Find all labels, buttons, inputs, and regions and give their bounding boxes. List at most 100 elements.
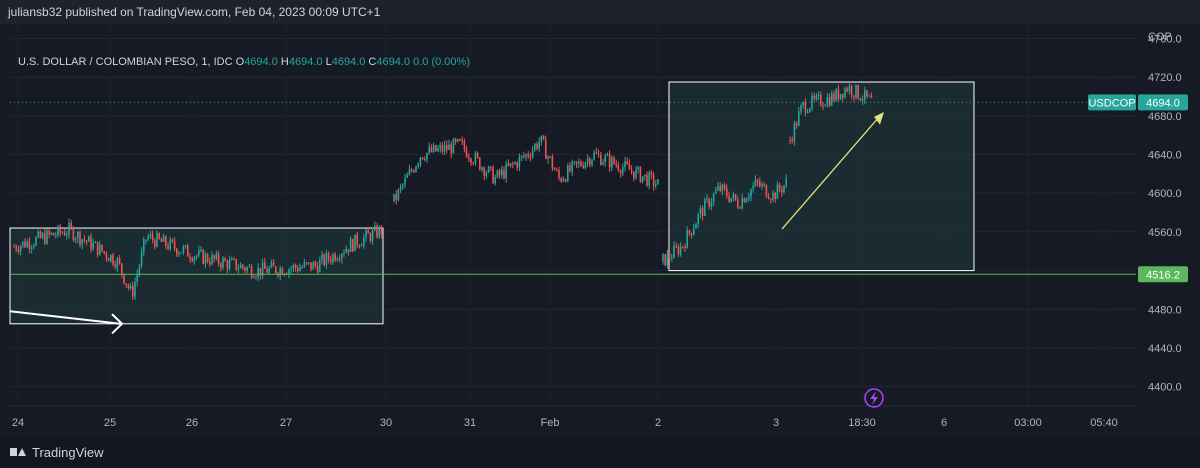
candle-body	[33, 245, 35, 248]
candle-body	[110, 254, 112, 262]
candle-body	[26, 241, 28, 248]
candle-body	[655, 184, 657, 187]
candle-body	[637, 167, 639, 169]
candle-body	[184, 245, 187, 247]
candle-body	[571, 161, 573, 172]
candle-body	[752, 185, 754, 190]
candle-body	[454, 139, 457, 142]
candle-body	[85, 240, 88, 242]
candle-body	[684, 246, 686, 249]
chart-area[interactable]: 4760.04720.04680.04640.04600.04560.04520…	[0, 24, 1200, 436]
candle-body	[815, 95, 818, 99]
candle-body	[145, 239, 147, 241]
candle-body	[763, 184, 765, 186]
currency-label: COP	[1148, 31, 1172, 43]
candle-body	[813, 95, 815, 99]
candle-body	[688, 230, 691, 234]
candle-body	[657, 179, 659, 185]
candle-body	[578, 162, 580, 164]
candle-body	[426, 152, 428, 160]
candle-body	[525, 154, 527, 157]
candle-body	[294, 264, 297, 268]
candle-body	[507, 163, 510, 166]
candle-body	[479, 157, 481, 170]
candle-body	[569, 165, 571, 172]
candle-body	[77, 231, 79, 239]
candle-body	[619, 170, 622, 174]
candle-body	[242, 264, 244, 268]
candle-body	[173, 241, 176, 249]
candle-body	[319, 260, 321, 273]
candle-body	[743, 198, 746, 203]
candle-body	[301, 266, 303, 268]
candle-body	[523, 155, 525, 157]
candle-body	[70, 222, 72, 228]
candle-body	[114, 264, 116, 268]
ohlc-open-label: O	[235, 56, 245, 68]
candle-body	[15, 246, 17, 250]
y-tick-label: 4720.0	[1148, 72, 1182, 84]
candlestick-chart[interactable]: 4760.04720.04680.04640.04600.04560.04520…	[0, 24, 1200, 436]
candle-body	[591, 159, 593, 165]
candle-body	[448, 144, 450, 150]
candle-body	[206, 254, 209, 262]
candle-body	[356, 234, 358, 246]
candle-body	[419, 157, 422, 164]
candle-body	[595, 152, 598, 154]
candle-body	[781, 189, 783, 193]
candle-body	[279, 268, 281, 276]
candle-body	[226, 261, 229, 269]
candle-body	[487, 166, 490, 173]
candle-body	[553, 168, 556, 170]
candle-body	[459, 139, 461, 141]
y-tick-label: 4640.0	[1148, 150, 1182, 162]
candle-body	[846, 88, 848, 91]
candle-body	[330, 259, 332, 262]
candle-body	[842, 93, 844, 98]
symbol-tag-badge	[1088, 94, 1136, 111]
candle-body	[772, 192, 774, 200]
y-tick-label: 4680.0	[1148, 111, 1182, 123]
candle-body	[641, 176, 644, 183]
candle-body	[512, 163, 514, 165]
candle-body	[485, 172, 488, 176]
tradingview-logo-icon	[10, 446, 26, 458]
candle-body	[369, 233, 372, 241]
candle-body	[556, 169, 558, 171]
candle-body	[198, 250, 200, 256]
candle-body	[739, 207, 741, 209]
candle-body	[586, 158, 589, 163]
candle-body	[310, 262, 312, 270]
candle-body	[839, 93, 842, 100]
candle-body	[606, 154, 609, 156]
candle-body	[509, 163, 512, 166]
candle-body	[804, 102, 807, 113]
ohlc-close-label: C	[368, 56, 377, 68]
candle-body	[494, 177, 496, 184]
candle-body	[682, 246, 684, 248]
candle-body	[551, 156, 554, 169]
candle-body	[415, 166, 417, 172]
candle-body	[215, 253, 218, 259]
candle-body	[756, 179, 759, 182]
candle-body	[90, 236, 92, 250]
candle-body	[646, 174, 648, 186]
candle-body	[673, 245, 675, 258]
candle-body	[474, 153, 477, 164]
candle-body	[397, 189, 400, 201]
candle-body	[648, 172, 650, 186]
candle-body	[615, 163, 617, 166]
candle-body	[826, 97, 829, 106]
candle-body	[783, 185, 785, 193]
candle-body	[715, 190, 717, 194]
y-tick-label: 4480.0	[1148, 304, 1182, 316]
x-tick-label: 2	[655, 417, 661, 429]
candle-body	[626, 161, 628, 164]
candle-body	[549, 156, 551, 158]
candle-body	[129, 285, 132, 288]
candle-body	[430, 147, 433, 152]
candle-body	[611, 157, 613, 168]
candle-body	[94, 241, 97, 244]
candle-body	[767, 197, 770, 199]
candle-body	[376, 225, 378, 238]
